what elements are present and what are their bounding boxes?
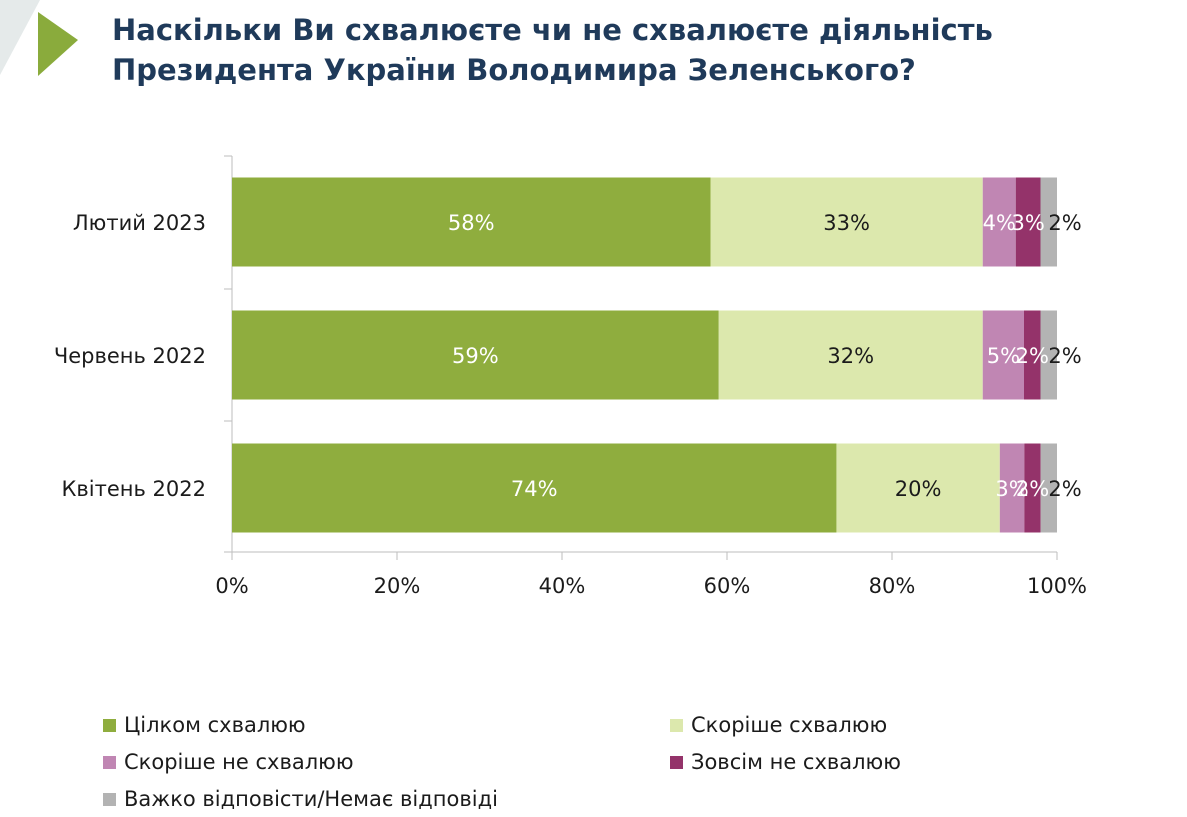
x-tick-label: 40% bbox=[539, 574, 586, 598]
bar-segment bbox=[1040, 443, 1057, 533]
x-tick-label: 100% bbox=[1027, 574, 1087, 598]
data-label: 2% bbox=[1048, 211, 1081, 235]
data-label: 3% bbox=[995, 477, 1028, 501]
data-label: 59% bbox=[452, 344, 499, 368]
page-title: Наскільки Ви схвалюєте чи не схвалюєте д… bbox=[112, 10, 1152, 90]
play-arrow-icon bbox=[38, 12, 78, 76]
category-label: Лютий 2023 bbox=[73, 211, 206, 235]
data-label: 2% bbox=[1016, 477, 1049, 501]
data-label: 4% bbox=[983, 211, 1016, 235]
category-label: Квітень 2022 bbox=[62, 477, 207, 501]
corner-stripe bbox=[0, 0, 40, 75]
bar-segment bbox=[718, 310, 983, 400]
data-label: 32% bbox=[827, 344, 874, 368]
bar-segment bbox=[1015, 177, 1041, 267]
bar-segment bbox=[999, 443, 1025, 533]
bar-segment bbox=[982, 177, 1016, 267]
data-label: 33% bbox=[823, 211, 870, 235]
bar-segment bbox=[836, 443, 1000, 533]
data-label: 20% bbox=[895, 477, 942, 501]
title-line-2: Президента України Володимира Зеленськог… bbox=[112, 53, 916, 87]
x-tick-label: 80% bbox=[869, 574, 916, 598]
data-label: 2% bbox=[1048, 477, 1081, 501]
bar-segment bbox=[1040, 310, 1057, 400]
bar-segment bbox=[1024, 310, 1041, 400]
title-line-1: Наскільки Ви схвалюєте чи не схвалюєте д… bbox=[112, 13, 993, 47]
corner-decoration bbox=[0, 0, 78, 76]
bar-segment bbox=[1040, 177, 1057, 267]
bar-segment bbox=[982, 310, 1024, 400]
x-tick-label: 20% bbox=[374, 574, 421, 598]
x-tick-label: 60% bbox=[704, 574, 751, 598]
bar-segment bbox=[232, 310, 719, 400]
bar-segment bbox=[232, 177, 711, 267]
bar-segment bbox=[232, 443, 837, 533]
bar-segment bbox=[1024, 443, 1041, 533]
data-label: 3% bbox=[1011, 211, 1044, 235]
data-label: 58% bbox=[448, 211, 495, 235]
x-tick-label: 0% bbox=[215, 574, 248, 598]
data-label: 2% bbox=[1016, 344, 1049, 368]
data-label: 5% bbox=[987, 344, 1020, 368]
data-label: 2% bbox=[1048, 344, 1081, 368]
data-label: 74% bbox=[511, 477, 558, 501]
bar-segment bbox=[710, 177, 983, 267]
category-label: Червень 2022 bbox=[54, 344, 206, 368]
